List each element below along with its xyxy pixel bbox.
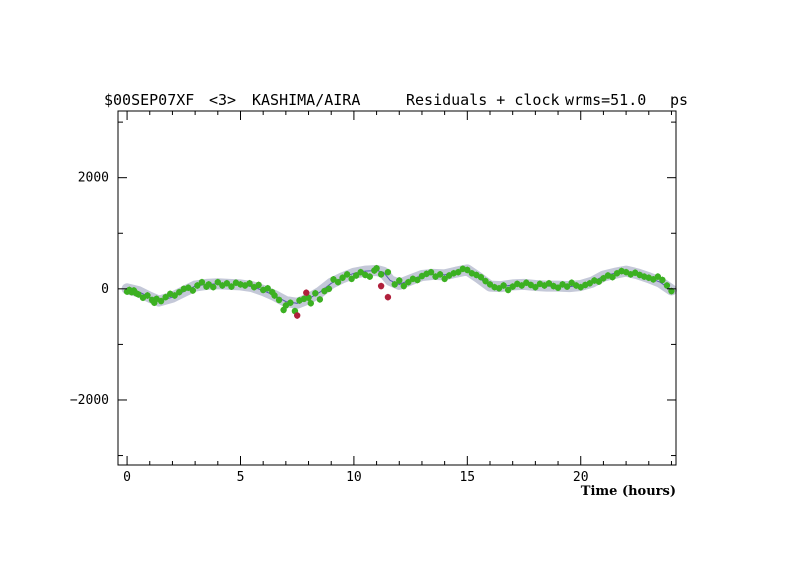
- outlier-point: [303, 289, 310, 296]
- data-point: [275, 296, 283, 304]
- data-point: [554, 284, 562, 291]
- data-point: [373, 265, 380, 272]
- data-point: [384, 268, 392, 276]
- title-mode: Residuals + clock: [406, 91, 560, 109]
- data-point: [400, 282, 408, 290]
- outlier-point: [293, 312, 301, 319]
- data-points: [123, 265, 675, 319]
- title-experiment: $00SEP07XF: [104, 91, 194, 109]
- data-point: [414, 276, 421, 284]
- data-point: [500, 282, 507, 289]
- data-point: [663, 282, 671, 289]
- title-units: ps: [670, 91, 688, 109]
- y-tick-label: −2000: [70, 393, 109, 408]
- y-tick-label: 2000: [78, 171, 109, 186]
- data-point: [441, 275, 448, 283]
- data-point: [436, 271, 444, 278]
- data-point: [271, 292, 278, 299]
- data-point: [157, 297, 165, 305]
- data-point: [316, 296, 324, 303]
- data-point: [334, 278, 342, 286]
- data-point: [214, 278, 222, 286]
- data-point: [396, 277, 403, 284]
- data-point: [198, 278, 206, 286]
- data-point: [595, 278, 603, 285]
- outlier-point: [384, 293, 392, 301]
- x-tick-label: 20: [573, 470, 589, 485]
- data-point: [377, 271, 385, 278]
- data-point: [405, 278, 412, 286]
- data-point: [339, 274, 346, 281]
- data-point: [171, 292, 178, 299]
- data-point: [366, 273, 373, 280]
- data-point: [464, 266, 471, 274]
- data-point: [668, 287, 675, 295]
- title-band: <3>: [209, 91, 236, 109]
- x-axis-label: Time (hours): [581, 484, 676, 499]
- data-point: [264, 285, 271, 292]
- title-wrms: wrms=51.0: [565, 91, 646, 109]
- x-tick-label: 10: [346, 470, 362, 485]
- data-point: [144, 292, 151, 299]
- plot-title: $00SEP07XF <3> KASHIMA/AIRA Residuals + …: [104, 91, 688, 109]
- data-point: [162, 293, 169, 301]
- data-point: [255, 281, 262, 289]
- data-point: [176, 288, 183, 296]
- data-point: [659, 276, 666, 284]
- data-point: [287, 299, 294, 306]
- data-point: [563, 283, 571, 290]
- data-point: [305, 294, 312, 301]
- data-point: [312, 290, 319, 297]
- data-point: [532, 283, 539, 291]
- title-baseline: KASHIMA/AIRA: [252, 91, 360, 109]
- x-tick-label: 5: [237, 470, 245, 485]
- data-point: [348, 275, 355, 283]
- data-point: [325, 285, 333, 293]
- data-point: [189, 287, 197, 294]
- data-point: [654, 273, 662, 280]
- plot-frame: [117, 110, 677, 466]
- x-axis: 0 5 10 15 20: [123, 111, 672, 485]
- data-point: [135, 291, 142, 298]
- outlier-point: [377, 282, 385, 290]
- data-point: [343, 271, 351, 278]
- error-bars: [126, 264, 672, 319]
- data-point: [391, 281, 398, 288]
- data-point: [427, 268, 435, 276]
- data-point: [223, 280, 231, 287]
- data-point: [246, 280, 253, 287]
- data-point: [455, 268, 462, 276]
- data-point: [194, 282, 201, 289]
- data-point: [210, 283, 217, 291]
- data-point: [352, 272, 360, 279]
- data-point: [609, 273, 616, 281]
- x-tick-label: 0: [123, 470, 131, 485]
- data-point: [482, 277, 489, 285]
- data-point: [504, 286, 512, 294]
- data-point: [477, 273, 485, 281]
- y-tick-label: 0: [101, 282, 109, 297]
- x-tick-label: 15: [459, 470, 475, 485]
- y-axis: −2000 0 2000: [70, 121, 676, 457]
- data-point: [228, 283, 235, 290]
- data-point: [307, 300, 315, 307]
